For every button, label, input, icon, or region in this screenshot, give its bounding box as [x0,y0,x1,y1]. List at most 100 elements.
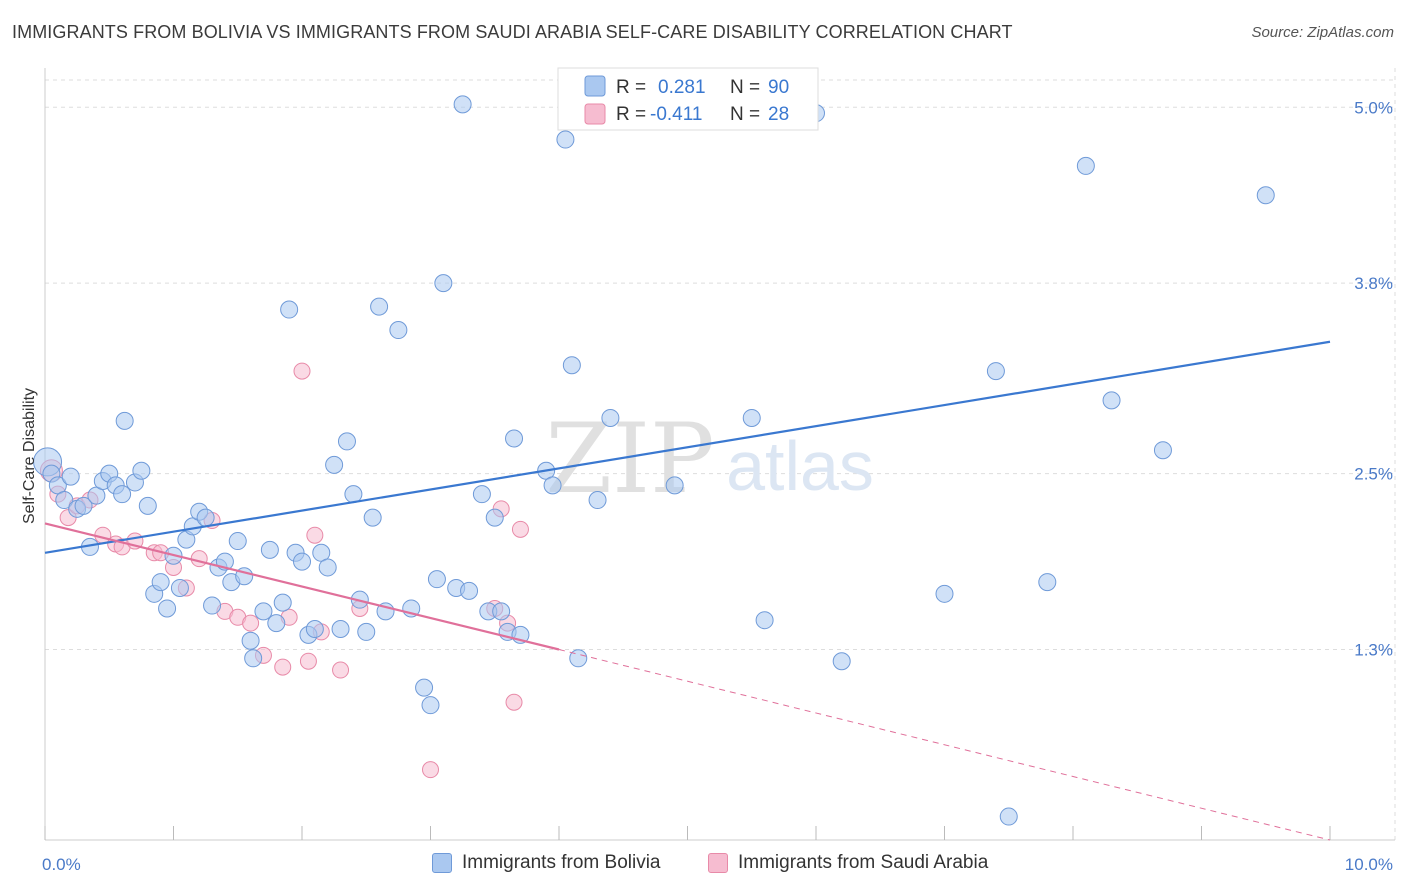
saudi-point [190,550,208,568]
legend-n-label: N = [730,77,760,98]
bolivia-point [505,429,524,448]
bolivia-r-value: 0.281 [658,77,706,98]
bolivia-point [999,807,1018,826]
bolivia-point [113,485,132,504]
legend-n-label-2: N = [730,104,760,125]
saudi-points [39,362,529,779]
bolivia-point [434,274,453,293]
bolivia-point [569,649,588,668]
bolivia-points [33,95,1275,826]
bolivia-point [1102,391,1121,410]
saudi-trend-line-extension [558,649,1331,841]
saudi-point [306,526,324,544]
bolivia-point [331,619,350,638]
bolivia-point [273,593,292,612]
bolivia-point [115,411,134,430]
bolivia-point [138,496,157,515]
bolivia-point [241,631,260,650]
bolivia-point [665,476,684,495]
saudi-point [274,658,292,676]
bolivia-point [244,649,263,668]
bolivia-point [460,581,479,600]
bolivia-point [832,652,851,671]
legend-r-label-2: R = [616,104,646,125]
saudi-point [242,614,260,632]
bolivia-point [357,622,376,641]
bolivia-point [318,558,337,577]
bolivia-legend-item[interactable]: Immigrants from Bolivia [432,852,661,874]
tick-labels: 1.3% 2.5% 3.8% 5.0% 0.0% 10.0% [42,98,1393,874]
bolivia-point [203,596,222,615]
y-tick-label-3: 5.0% [1354,98,1393,117]
bolivia-point [260,540,279,559]
bolivia-point [1153,441,1172,460]
y-tick-label-0: 1.3% [1354,641,1393,660]
saudi-n-value: 28 [768,104,789,125]
saudi-point [332,661,350,679]
bolivia-point [337,432,356,451]
x-tick-label-start: 0.0% [42,855,81,874]
bolivia-point [986,362,1005,381]
bolivia-point [415,678,434,697]
watermark-zip: ZIP [545,403,714,515]
bolivia-swatch [432,853,452,873]
bolivia-trend-line [44,340,1331,554]
watermark: ZIP atlas [545,403,874,515]
bolivia-point [427,570,446,589]
bolivia-point [588,491,607,510]
correlation-legend: R = 0.281 N = 90 R = -0.411 N = 28 [557,67,819,131]
bolivia-point [562,356,581,375]
saudi-trend-line [44,522,560,651]
saudi-legend-swatch [584,103,606,125]
y-tick-label-1: 2.5% [1354,465,1393,484]
bolivia-point [453,95,472,114]
bolivia-point [492,602,511,621]
bolivia-point [556,130,575,149]
bolivia-point [370,297,389,316]
bolivia-point [742,408,761,427]
y-tick-label-2: 3.8% [1354,274,1393,293]
saudi-point [422,761,439,779]
saudi-legend-item[interactable]: Immigrants from Saudi Arabia [708,852,988,874]
x-tick-label-end: 10.0% [1345,855,1393,874]
bolivia-point [363,508,382,527]
bolivia-point [196,508,215,527]
bolivia-point [421,696,440,715]
legend-r-label: R = [616,77,646,98]
source-label: Source: ZipAtlas.com [1251,24,1394,41]
bolivia-point [325,455,344,474]
bolivia-point [1038,573,1057,592]
saudi-point [299,652,317,670]
bolivia-point [280,300,299,319]
saudi-legend-label: Immigrants from Saudi Arabia [738,852,989,873]
saudi-r-value: -0.411 [650,104,702,125]
bolivia-point [601,408,620,427]
bolivia-point [151,573,170,592]
bolivia-legend-label: Immigrants from Bolivia [462,852,661,873]
axes [44,68,1395,841]
bolivia-point [1256,186,1275,205]
bolivia-point [132,461,151,480]
grid-lines [45,68,1396,840]
trend-lines [44,340,1331,841]
bolivia-point [55,491,74,510]
bolivia-point [935,584,954,603]
bolivia-point [305,619,324,638]
saudi-swatch [708,853,728,873]
y-axis-title: Self-Care Disability [21,388,38,524]
saudi-point [293,362,311,380]
bolivia-point [543,476,562,495]
bolivia-point [293,552,311,571]
bolivia-point [1076,156,1095,175]
bolivia-point [389,321,408,340]
bolivia-point [158,599,177,618]
bolivia-point [485,508,504,527]
bolivia-point [267,614,286,633]
saudi-point [505,693,523,711]
bolivia-n-value: 90 [768,77,789,98]
bolivia-point [74,496,93,515]
bolivia-point [228,532,247,551]
bolivia-legend-swatch [584,75,606,97]
bolivia-point [170,578,189,597]
